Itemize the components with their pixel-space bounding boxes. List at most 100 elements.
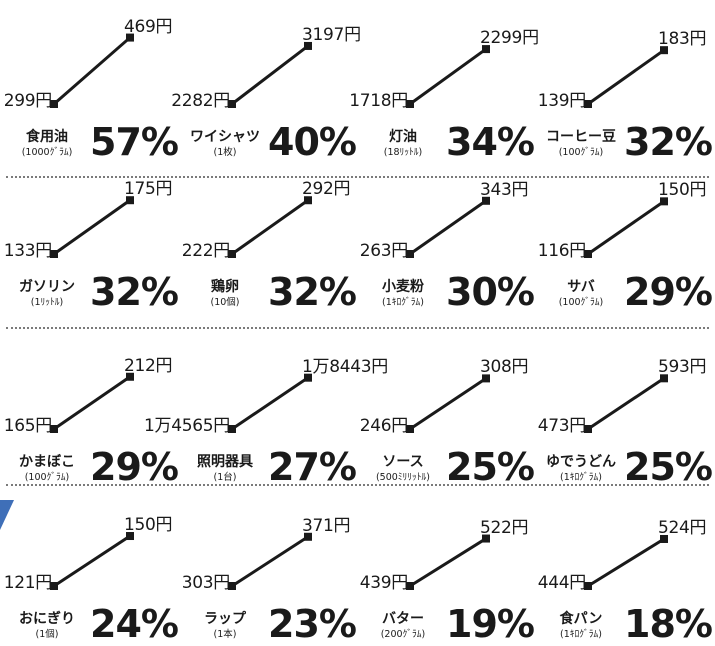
- price-item-cell: 165円 212円 かまぼこ (100ｸﾞﾗﾑ) 29%: [6, 325, 184, 485]
- price-increase-chart: 299円 469円 食用油 (1000ｸﾞﾗﾑ) 57% 2282円 3197円 ワイシャツ(…: [0, 0, 715, 604]
- item-name: 照明器具: [184, 455, 266, 470]
- increase-percent: 18%: [624, 604, 712, 644]
- price-slope-line: [54, 38, 130, 104]
- item-name: サバ: [540, 280, 622, 295]
- price-item-cell: 439円 522円バター (200ｸﾞﾗﾑ) 19%: [362, 482, 540, 642]
- increase-percent: 25%: [624, 447, 712, 487]
- after-price: 183円: [658, 24, 706, 49]
- before-price: 222円: [182, 236, 230, 261]
- increase-percent: 24%: [90, 604, 178, 644]
- price-item-cell: 139円 183円 コーヒー豆 (100ｸﾞﾗﾑ) 32%: [540, 0, 715, 160]
- item-name: 食パン: [540, 612, 622, 627]
- item-name: ラップ: [184, 612, 266, 627]
- after-price: 371円: [302, 511, 350, 536]
- before-price: 473円: [538, 411, 586, 436]
- after-price: 593円: [658, 352, 706, 377]
- before-price: 246円: [360, 411, 408, 436]
- before-price: 139円: [538, 86, 586, 111]
- price-item-cell: 121円 150円おにぎり (1個) 24%: [6, 482, 184, 642]
- after-price: 292円: [302, 174, 350, 199]
- price-item-cell: 299円 469円 食用油 (1000ｸﾞﾗﾑ) 57%: [6, 0, 184, 160]
- before-price: 263円: [360, 236, 408, 261]
- before-price: 444円: [538, 568, 586, 593]
- price-slope-line: [54, 200, 130, 254]
- item-name: ゆでうどん: [540, 455, 622, 470]
- item-name: 小麦粉: [362, 280, 444, 295]
- item-unit: (10個): [184, 297, 266, 308]
- after-price: 522円: [480, 513, 528, 538]
- price-slope-line: [588, 50, 664, 104]
- price-item-cell: 473円 593円 ゆでうどん (1ｷﾛｸﾞﾗﾑ) 25%: [540, 325, 715, 485]
- item-unit: (1ﾘｯﾄﾙ): [6, 297, 88, 308]
- after-price: 175円: [124, 174, 172, 199]
- increase-percent: 30%: [446, 272, 534, 312]
- price-slope-line: [232, 537, 308, 586]
- item-name: ワイシャツ: [184, 130, 266, 145]
- after-price: 308円: [480, 352, 528, 377]
- price-slope-line: [232, 200, 308, 254]
- before-price: 1718円: [349, 86, 408, 111]
- before-price: 303円: [182, 568, 230, 593]
- after-price: 343円: [480, 175, 528, 200]
- before-price: 116円: [538, 236, 586, 261]
- price-slope-line: [588, 201, 664, 254]
- after-price: 150円: [124, 510, 172, 535]
- price-slope-line: [410, 49, 486, 104]
- price-slope-line: [410, 539, 486, 586]
- increase-percent: 32%: [90, 272, 178, 312]
- before-price: 439円: [360, 568, 408, 593]
- increase-percent: 29%: [90, 447, 178, 487]
- before-price: 121円: [4, 568, 52, 593]
- item-unit: (1個): [6, 629, 88, 640]
- item-name: 灯油: [362, 130, 444, 145]
- price-item-cell: 133円 175円ガソリン (1ﾘｯﾄﾙ) 32%: [6, 150, 184, 310]
- price-slope-line: [232, 46, 308, 104]
- item-unit: (100ｸﾞﾗﾑ): [540, 297, 622, 308]
- price-item-cell: 1718円 2299円 灯油 (18ﾘｯﾄﾙ) 34%: [362, 0, 540, 160]
- price-item-cell: 2282円 3197円 ワイシャツ (1枚) 40%: [184, 0, 362, 160]
- item-name: おにぎり: [6, 612, 88, 627]
- price-slope-line: [54, 536, 130, 586]
- before-price: 165円: [4, 411, 52, 436]
- price-slope-line: [54, 377, 130, 429]
- price-item-cell: 116円 150円サバ (100ｸﾞﾗﾑ) 29%: [540, 150, 715, 310]
- price-slope-line: [232, 378, 308, 429]
- before-price: 299円: [4, 86, 52, 111]
- after-price: 2299円: [480, 23, 539, 48]
- price-item-cell: 222円 292円鶏卵 (10個) 32%: [184, 150, 362, 310]
- price-item-cell: 246円 308円 ソース (500ﾐﾘﾘｯﾄﾙ) 25%: [362, 325, 540, 485]
- increase-percent: 32%: [268, 272, 356, 312]
- item-name: ガソリン: [6, 280, 88, 295]
- price-item-cell: 303円 371円ラップ (1本) 23%: [184, 482, 362, 642]
- item-name: 鶏卵: [184, 280, 266, 295]
- price-item-cell: 263円 343円小麦粉 (1ｷﾛｸﾞﾗﾑ) 30%: [362, 150, 540, 310]
- increase-percent: 29%: [624, 272, 712, 312]
- item-name: 食用油: [6, 130, 88, 145]
- after-price: 150円: [658, 175, 706, 200]
- increase-percent: 25%: [446, 447, 534, 487]
- price-item-cell: 444円 524円食パン (1ｷﾛｸﾞﾗﾑ) 18%: [540, 482, 715, 642]
- price-item-cell: 1万4565円 1万8443円 照明器具 (1台) 27%: [184, 325, 362, 485]
- increase-percent: 27%: [268, 447, 356, 487]
- item-name: コーヒー豆: [540, 130, 622, 145]
- item-name: ソース: [362, 455, 444, 470]
- item-name: かまぼこ: [6, 455, 88, 470]
- before-price: 1万4565円: [144, 411, 230, 436]
- item-unit: (200ｸﾞﾗﾑ): [362, 629, 444, 640]
- price-slope-line: [588, 378, 664, 429]
- increase-percent: 19%: [446, 604, 534, 644]
- before-price: 2282円: [171, 86, 230, 111]
- item-name: バター: [362, 612, 444, 627]
- item-unit: (1ｷﾛｸﾞﾗﾑ): [540, 629, 622, 640]
- after-price: 3197円: [302, 20, 361, 45]
- price-slope-line: [588, 539, 664, 586]
- item-unit: (1ｷﾛｸﾞﾗﾑ): [362, 297, 444, 308]
- price-slope-line: [410, 201, 486, 254]
- after-price: 212円: [124, 351, 172, 376]
- before-price: 133円: [4, 236, 52, 261]
- after-price: 469円: [124, 12, 172, 37]
- price-slope-line: [410, 378, 486, 429]
- increase-percent: 23%: [268, 604, 356, 644]
- item-unit: (1本): [184, 629, 266, 640]
- after-price: 524円: [658, 513, 706, 538]
